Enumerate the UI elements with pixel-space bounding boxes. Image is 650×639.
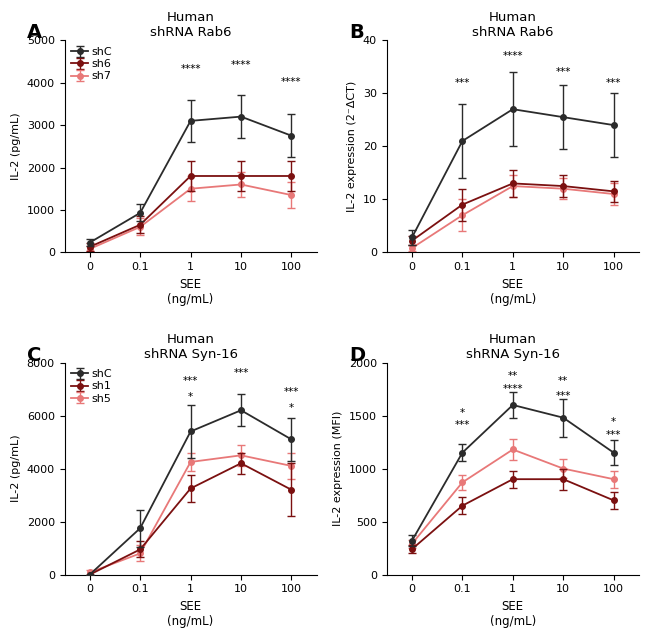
Text: ***: *** [233,369,249,378]
Text: ***: *** [556,67,571,77]
Text: *: * [188,392,193,403]
X-axis label: SEE
(ng/mL): SEE (ng/mL) [489,600,536,628]
Text: ****: **** [281,77,302,87]
Y-axis label: IL-2 (pg/mL): IL-2 (pg/mL) [11,112,21,180]
X-axis label: SEE
(ng/mL): SEE (ng/mL) [168,600,214,628]
Text: ***: *** [455,420,470,431]
Text: ****: **** [231,60,252,70]
Text: ***: *** [284,387,299,397]
Title: Human
shRNA Syn-16: Human shRNA Syn-16 [144,334,238,362]
X-axis label: SEE
(ng/mL): SEE (ng/mL) [168,277,214,305]
Text: C: C [27,346,41,365]
Text: ***: *** [455,78,470,88]
Text: *: * [611,417,616,427]
Text: *: * [460,408,465,418]
Title: Human
shRNA Syn-16: Human shRNA Syn-16 [466,334,560,362]
Text: A: A [27,23,42,42]
Text: ****: **** [502,385,523,394]
Text: ***: *** [183,376,198,387]
Y-axis label: IL-2 (pg/mL): IL-2 (pg/mL) [11,435,21,502]
Title: Human
shRNA Rab6: Human shRNA Rab6 [472,11,554,39]
Text: ***: *** [606,78,621,88]
Text: **: ** [558,376,568,386]
Text: *: * [289,403,294,413]
Y-axis label: IL-2 expression (2⁻ΔCT): IL-2 expression (2⁻ΔCT) [347,81,358,212]
Text: ***: *** [606,430,621,440]
X-axis label: SEE
(ng/mL): SEE (ng/mL) [489,277,536,305]
Legend: shC, sh1, sh5: shC, sh1, sh5 [70,368,113,404]
Text: ****: **** [180,64,201,74]
Legend: shC, sh6, sh7: shC, sh6, sh7 [70,46,113,82]
Text: ***: *** [556,390,571,401]
Title: Human
shRNA Rab6: Human shRNA Rab6 [150,11,231,39]
Y-axis label: IL-2 expression (MFI): IL-2 expression (MFI) [333,411,343,527]
Text: ****: **** [502,52,523,61]
Text: B: B [349,23,363,42]
Text: **: ** [508,371,518,381]
Text: D: D [349,346,365,365]
